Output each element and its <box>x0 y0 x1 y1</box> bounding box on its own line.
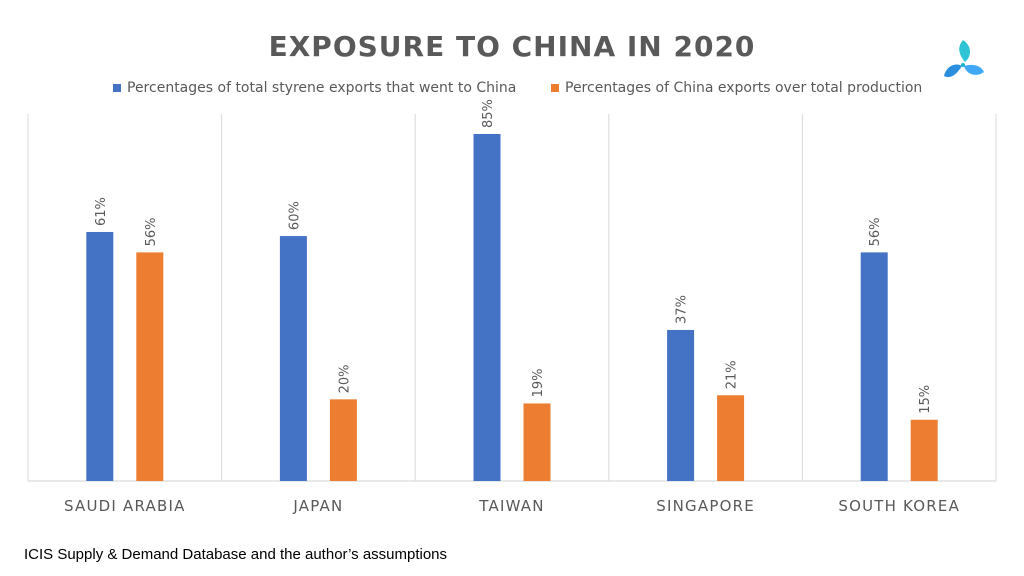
bar-styrene-exports <box>279 236 307 481</box>
legend-item-series1: Percentages of total styrene exports tha… <box>113 80 516 96</box>
category-label: SINGAPORE <box>656 497 755 515</box>
category-label: SOUTH KOREA <box>838 497 960 515</box>
data-label: 15% <box>918 385 933 414</box>
chart-title: EXPOSURE TO CHINA IN 2020 <box>268 30 756 63</box>
bar-china-exports <box>136 252 164 481</box>
bar-china-exports <box>523 403 551 481</box>
source-note: ICIS Supply & Demand Database and the au… <box>24 546 448 563</box>
category-label: SAUDI ARABIA <box>64 497 186 515</box>
legend-label-series2: Percentages of China exports over total … <box>565 80 923 96</box>
triangle-swirl-logo <box>944 40 984 78</box>
legend-swatch-orange <box>551 84 559 92</box>
data-label: 19% <box>531 369 546 398</box>
legend-swatch-blue <box>113 84 121 92</box>
data-label: 61% <box>94 197 109 226</box>
legend-item-series2: Percentages of China exports over total … <box>551 80 922 96</box>
bar-styrene-exports <box>667 329 695 481</box>
bar-styrene-exports <box>86 231 114 481</box>
data-label: 20% <box>337 364 352 393</box>
category-label: TAIWAN <box>478 497 544 515</box>
bar-china-exports <box>717 395 745 481</box>
data-label: 21% <box>725 360 740 389</box>
bar-china-exports <box>910 419 938 481</box>
legend-label-series1: Percentages of total styrene exports tha… <box>127 80 517 96</box>
category-label: JAPAN <box>292 497 343 515</box>
bar-styrene-exports <box>473 134 501 481</box>
data-label: 37% <box>675 295 690 324</box>
data-label: 56% <box>144 217 159 246</box>
data-label: 60% <box>287 201 302 230</box>
bar-styrene-exports <box>860 252 888 481</box>
chart-legend: Percentages of total styrene exports tha… <box>0 80 1024 100</box>
bar-china-exports <box>329 399 357 481</box>
data-label: 56% <box>868 217 883 246</box>
data-label: 85% <box>481 99 496 128</box>
